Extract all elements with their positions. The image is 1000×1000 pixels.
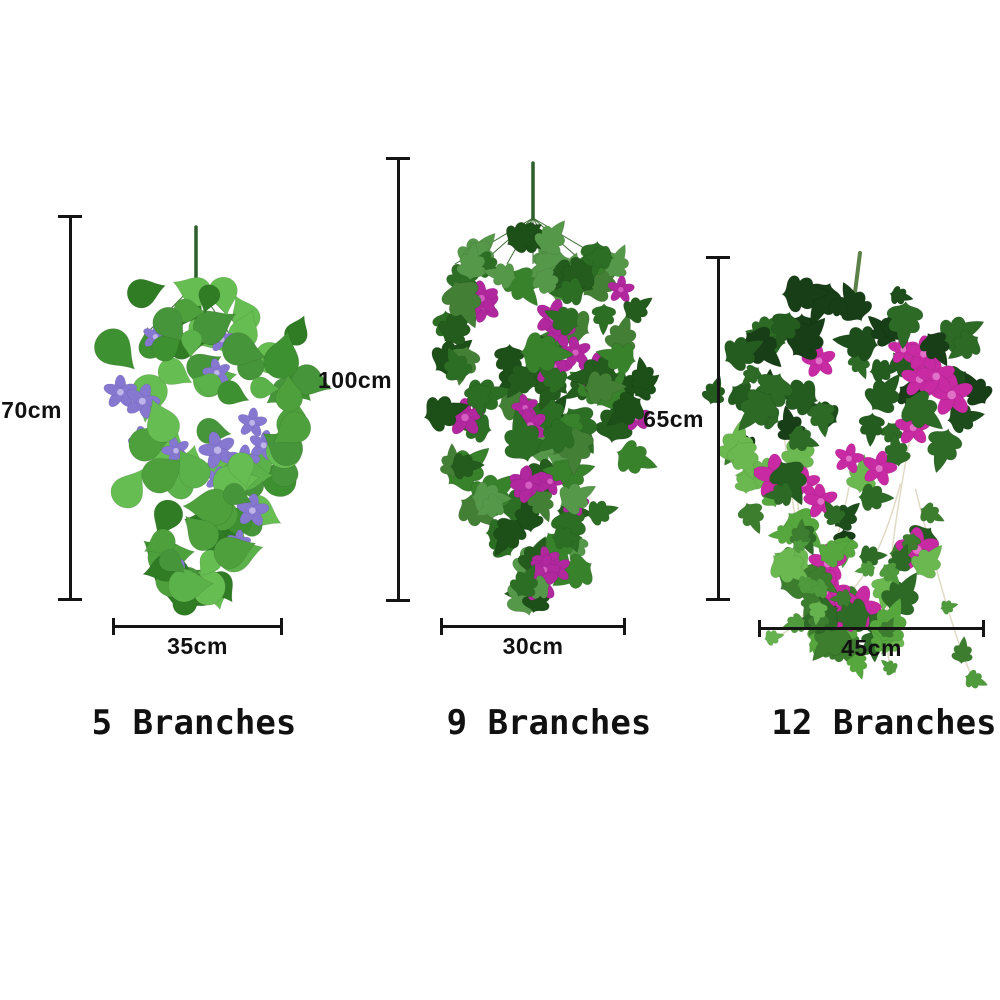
height-measure-line [69, 215, 72, 601]
measure-cap [280, 618, 283, 635]
width-measure-line [440, 625, 626, 628]
plant-photo-9-branches [418, 161, 668, 620]
branches-label: 9 Branches [446, 703, 652, 743]
measure-cap [982, 620, 985, 637]
width-measure-line [112, 625, 283, 628]
width-label: 45cm [841, 635, 902, 661]
width-measure-line [758, 627, 985, 630]
measure-cap [440, 618, 443, 635]
measure-cap [758, 620, 761, 637]
measure-cap [112, 618, 115, 635]
width-label: 30cm [502, 633, 564, 659]
plant-photo-5-branches [86, 225, 338, 619]
height-label: 65cm [643, 406, 704, 432]
measure-cap [386, 599, 410, 602]
measure-cap [706, 256, 730, 259]
height-label: 70cm [1, 397, 62, 423]
plant-photo-12-branches [699, 251, 998, 694]
measure-cap [706, 598, 730, 601]
measure-cap [623, 618, 626, 635]
height-label: 100cm [318, 367, 393, 393]
branches-label: 12 Branches [771, 703, 997, 743]
measure-cap [58, 215, 82, 218]
width-label: 35cm [167, 633, 228, 659]
measure-cap [58, 598, 82, 601]
measure-cap [386, 157, 410, 160]
height-measure-line [717, 256, 720, 601]
branches-label: 5 Branches [91, 703, 297, 743]
height-measure-line [397, 157, 400, 602]
